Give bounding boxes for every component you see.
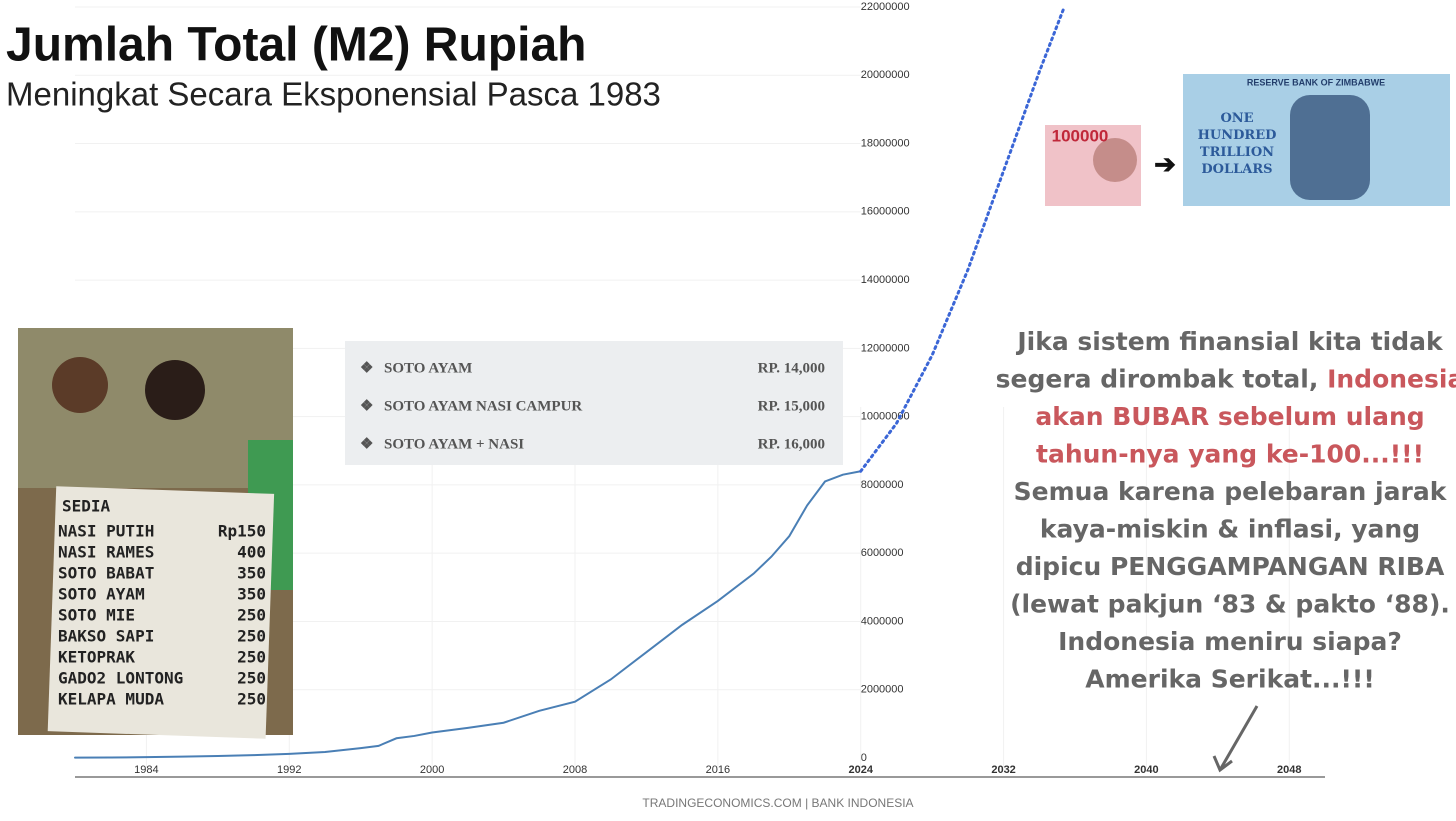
- sign-board: [47, 486, 275, 739]
- menu-bullet: ❖: [360, 398, 373, 414]
- menu-bullet: ❖: [360, 436, 373, 452]
- sign-item: KELAPA MUDA: [58, 690, 164, 709]
- chart-title: Jumlah Total (M2) Rupiah: [6, 19, 586, 72]
- rupiah-value: 100000: [1052, 126, 1109, 145]
- y-tick-label: 14000000: [861, 274, 910, 286]
- y-tick-label: 8000000: [861, 479, 904, 491]
- y-tick-label: 0: [861, 752, 867, 764]
- annotation-text: segera dirombak total,: [996, 365, 1327, 394]
- sign-price: 250: [237, 627, 266, 646]
- menu-item: SOTO AYAM: [384, 360, 472, 376]
- arrow: ➔: [1154, 149, 1176, 179]
- y-tick-label: 6000000: [861, 547, 904, 559]
- annotation-text: akan BUBAR sebelum ulang: [1035, 402, 1424, 431]
- source: TRADINGECONOMICS.COM | BANK INDONESIA: [642, 796, 913, 810]
- annotation-arrow-head: [1212, 755, 1233, 773]
- annotation-text: dipicu PENGGAMPANGAN RIBA: [1016, 552, 1445, 581]
- x-tick-label: 2024: [848, 764, 873, 776]
- annotation-line: (lewat pakjun ‘83 & pakto ‘88).: [1010, 590, 1450, 619]
- sign-price: 250: [237, 606, 266, 625]
- sign-item: SOTO MIE: [58, 606, 135, 625]
- annotation-text: Indonesia meniru siapa?: [1058, 627, 1402, 656]
- annotation-text: Semua karena pelebaran jarak: [1014, 477, 1448, 506]
- sign-item: SOTO BABAT: [58, 564, 154, 583]
- x-tick-label: 2040: [1134, 764, 1158, 776]
- y-tick-label: 2000000: [861, 684, 904, 696]
- y-tick-label: 10000000: [861, 411, 910, 423]
- zimbabwe-bank: RESERVE BANK OF ZIMBABWE: [1247, 77, 1385, 87]
- annotation-text: (lewat pakjun ‘83 & pakto ‘88).: [1010, 590, 1450, 619]
- y-tick-label: 20000000: [861, 69, 910, 81]
- menu-background: [345, 341, 843, 465]
- menu-price: RP. 15,000: [758, 398, 825, 414]
- sign-price: Rp150: [218, 522, 266, 541]
- sign-item: GADO2 LONTONG: [58, 669, 183, 688]
- sign-heading: SEDIA: [62, 497, 111, 516]
- sign-price: 400: [237, 543, 266, 562]
- annotation-arrow: [1218, 705, 1259, 771]
- sign-price: 250: [237, 648, 266, 667]
- person: [52, 357, 108, 413]
- annotation-line: kaya-miskin & inflasi, yang: [1040, 515, 1420, 544]
- y-tick-label: 18000000: [861, 137, 910, 149]
- menu-item: SOTO AYAM NASI CAMPUR: [384, 398, 582, 414]
- note-portrait: [1093, 138, 1137, 182]
- sign-price: 250: [237, 669, 266, 688]
- note-rocks: [1290, 95, 1370, 200]
- x-tick-label: 2016: [706, 764, 730, 776]
- menu-item: SOTO AYAM + NASI: [384, 436, 524, 452]
- y-tick-label: 12000000: [861, 342, 910, 354]
- annotation-line: Semua karena pelebaran jarak: [1014, 477, 1448, 506]
- y-tick-label: 16000000: [861, 206, 910, 218]
- data-line: [74, 470, 862, 759]
- chart-subtitle: Meningkat Secara Eksponensial Pasca 1983: [6, 76, 661, 113]
- x-tick-label: 2000: [420, 764, 444, 776]
- annotation-text: tahun-nya yang ke-100...!!!: [1036, 440, 1424, 469]
- annotation-text: kaya-miskin & inflasi, yang: [1040, 515, 1420, 544]
- menu-bullet: ❖: [360, 360, 373, 376]
- annotation-line: dipicu PENGGAMPANGAN RIBA: [1016, 552, 1445, 581]
- annotation-line: Amerika Serikat...!!!: [1085, 665, 1374, 694]
- person: [145, 360, 205, 420]
- annotation-line: segera dirombak total, Indonesia: [996, 365, 1456, 394]
- annotation: Jika sistem finansial kita tidak segera d…: [996, 327, 1456, 694]
- annotation-line: Indonesia meniru siapa?: [1058, 627, 1402, 656]
- sign-item: SOTO AYAM: [58, 585, 145, 604]
- sign-price: 350: [237, 564, 266, 583]
- y-tick-label: 4000000: [861, 615, 904, 627]
- y-tick-label: 22000000: [861, 1, 910, 13]
- banknotes: 100000 ➔ RESERVE BANK OF ZIMBABWE ONE HU…: [1045, 74, 1450, 206]
- annotation-line: akan BUBAR sebelum ulang: [1035, 402, 1424, 431]
- plot-area: [74, 7, 1066, 759]
- sign-price: 350: [237, 585, 266, 604]
- menu-price: RP. 14,000: [758, 360, 825, 376]
- annotation-line: Jika sistem finansial kita tidak: [1015, 327, 1444, 356]
- x-tick-label: 1984: [134, 764, 158, 776]
- sign-item: BAKSO SAPI: [58, 627, 154, 646]
- sign-item: NASI RAMES: [58, 543, 154, 562]
- sign-price: 250: [237, 690, 266, 709]
- annotation-text: Amerika Serikat...!!!: [1085, 665, 1374, 694]
- annotation-text: Jika sistem finansial kita tidak: [1015, 327, 1444, 356]
- x-tick-label: 2048: [1277, 764, 1301, 776]
- x-tick-label: 2032: [991, 764, 1015, 776]
- data-line: [859, 7, 1066, 473]
- zimbabwe-value: ONE HUNDRED TRILLION DOLLARS: [1197, 111, 1277, 177]
- x-tick-label: 2008: [563, 764, 587, 776]
- x-tick-label: 1992: [277, 764, 301, 776]
- annotation-text: Indonesia: [1327, 365, 1456, 394]
- sign-item: NASI PUTIH: [58, 522, 154, 541]
- sign-item: KETOPRAK: [58, 648, 135, 667]
- menu-card: ❖ SOTO AYAM RP. 14,000 ❖ SOTO AYAM NASI CAMP…: [345, 341, 843, 465]
- menu-price: RP. 16,000: [758, 436, 825, 452]
- zimbabwe-value-box: ONE HUNDRED TRILLION DOLLARS: [1197, 111, 1277, 177]
- annotation-line: tahun-nya yang ke-100...!!!: [1036, 440, 1424, 469]
- photo: SEDIA NASI PUTIH Rp150 NASI RAMES 400 SOTO BA…: [18, 328, 293, 739]
